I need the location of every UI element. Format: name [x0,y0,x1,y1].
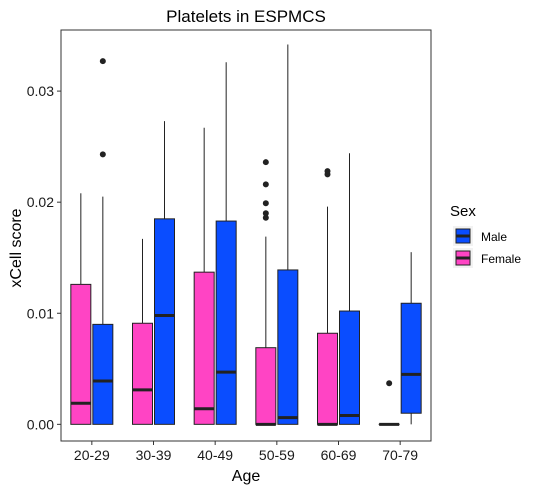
outlier-point [99,58,106,65]
outlier-point [324,168,331,175]
box-female [255,347,277,425]
y-axis-title: xCell score [8,208,25,287]
chart-title: Platelets in ESPMCS [166,7,326,26]
x-tick-label: 60-69 [321,447,357,463]
x-tick-label: 30-39 [136,447,172,463]
box-male [277,269,299,425]
outlier-point [262,210,269,217]
outlier-point [262,214,269,221]
box-male [400,302,422,414]
y-tick-label: 0.02 [27,194,54,210]
box-female [132,322,153,425]
legend: Sex Male Female [450,203,521,268]
panel-border [60,29,432,442]
x-tick-label: 50-59 [259,447,295,463]
box-male [339,310,360,425]
x-tick-label: 40-49 [197,447,233,463]
outlier-point [262,159,269,166]
box-female [70,283,92,425]
outlier-point [386,380,393,387]
box-male [215,220,237,425]
plot-area [70,44,422,426]
x-tick-label: 20-29 [74,447,110,463]
legend-title: Sex [450,203,476,220]
outlier-point [99,151,106,158]
outlier-point [262,181,269,188]
box-male [154,218,175,425]
x-tick-label: 70-79 [382,447,418,463]
legend-label: Female [481,252,521,266]
x-axis-title: Age [232,468,261,485]
box-female [193,271,215,425]
box-female [317,332,338,425]
box-male [92,323,114,425]
legend-label: Male [481,230,507,244]
outlier-point [262,200,269,207]
y-tick-label: 0.00 [27,416,54,432]
y-tick-label: 0.03 [27,83,54,99]
y-tick-label: 0.01 [27,305,54,321]
